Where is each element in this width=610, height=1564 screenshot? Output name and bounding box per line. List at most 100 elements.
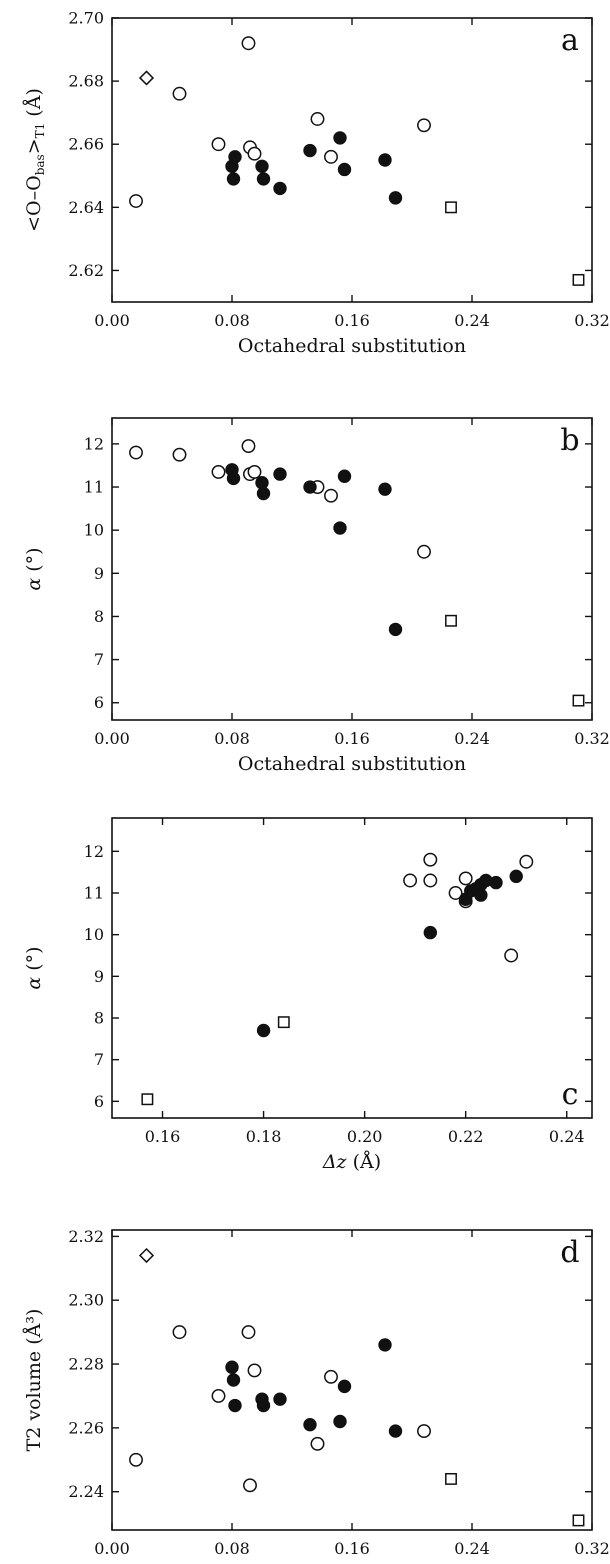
- scatter-panel-b: 0.00 0.08 0.16 0.24 0.32 6 7 8 9 10 11 12 Octahedral…: [23, 417, 610, 775]
- y-axis-label: α (°): [23, 547, 45, 590]
- plot-frame: [111, 817, 593, 1119]
- y-axis-label: <O–Obas>T1 (Å): [23, 88, 47, 232]
- x-tick-label: 0.16: [145, 1127, 181, 1146]
- panel-letter: b: [560, 423, 579, 458]
- y-axis-label: α (°): [23, 946, 45, 989]
- y-tick-label: 10: [84, 521, 104, 540]
- filled-circle-point: [378, 1338, 392, 1352]
- x-tick-label: 0.08: [214, 311, 250, 330]
- y-tick-label: 12: [84, 842, 104, 861]
- filled-circle-point: [303, 143, 317, 158]
- open-circle-point: [129, 1452, 143, 1467]
- filled-circle-point: [303, 1417, 317, 1432]
- y-tick-label: 8: [94, 607, 104, 626]
- filled-circle-point: [333, 521, 347, 535]
- open-square-point: [572, 273, 585, 286]
- open-circle-point: [423, 873, 438, 888]
- open-circle-point: [172, 86, 187, 101]
- x-tick-label: 0.22: [448, 1127, 484, 1146]
- x-tick-label: 0.16: [334, 311, 370, 330]
- filled-circle-point: [388, 1424, 403, 1438]
- open-circle-point: [324, 488, 338, 503]
- x-tick-label: 0.16: [334, 1539, 370, 1558]
- panel-letter: d: [560, 1235, 579, 1270]
- y-tick-label: 2.62: [68, 261, 104, 280]
- panel-letter: c: [562, 1077, 579, 1112]
- x-tick-label: 0.32: [574, 729, 610, 748]
- x-tick-label: 0.24: [454, 311, 490, 330]
- filled-circle-point: [256, 1023, 271, 1038]
- open-circle-point: [417, 1424, 431, 1439]
- filled-circle-point: [378, 482, 392, 496]
- open-circle-point: [241, 1325, 256, 1340]
- filled-circle-point: [378, 153, 392, 167]
- open-circle-point: [417, 118, 431, 133]
- x-tick-label: 0.08: [214, 1539, 250, 1558]
- y-tick-label: 2.64: [68, 198, 104, 217]
- open-circle-point: [211, 137, 226, 152]
- filled-circle-point: [303, 480, 317, 494]
- open-circle-point: [129, 194, 143, 208]
- open-circle-point: [172, 1325, 187, 1340]
- open-circle-point: [247, 1363, 262, 1378]
- filled-circle-point: [228, 150, 242, 164]
- open-circle-point: [448, 886, 463, 900]
- y-tick-label: 2.30: [68, 1291, 104, 1310]
- y-axis-label: T2 volume (Å³): [23, 1309, 45, 1452]
- filled-circle-point: [337, 1379, 352, 1394]
- open-square-point: [572, 1514, 585, 1527]
- x-axis-label: Octahedral substitution: [238, 753, 466, 775]
- y-tick-label: 2.66: [68, 135, 104, 154]
- filled-circle-point: [337, 162, 352, 177]
- filled-circle-point: [225, 1360, 239, 1374]
- y-tick-label: 7: [94, 1050, 104, 1069]
- filled-circle-point: [228, 1398, 242, 1413]
- x-tick-label: 0.20: [347, 1127, 383, 1146]
- open-circle-point: [310, 112, 325, 126]
- x-tick-label: 0.18: [246, 1127, 282, 1146]
- y-tick-label: 12: [84, 434, 104, 453]
- filled-circle-point: [509, 869, 523, 884]
- open-square-point: [445, 1472, 457, 1485]
- x-tick-label: 0.24: [549, 1127, 585, 1146]
- open-circle-point: [243, 1478, 257, 1493]
- y-tick-label: 6: [94, 693, 104, 712]
- filled-circle-point: [333, 131, 347, 145]
- filled-circle-point: [256, 1398, 271, 1413]
- x-tick-label: 0.16: [334, 729, 370, 748]
- y-tick-label: 10: [84, 925, 104, 944]
- open-circle-point: [241, 36, 256, 51]
- open-circle-point: [172, 447, 187, 462]
- y-tick-label: 6: [94, 1092, 104, 1111]
- filled-circle-point: [273, 467, 287, 481]
- open-diamond-point: [138, 70, 155, 86]
- y-tick-label: 2.24: [68, 1482, 104, 1501]
- open-circle-point: [324, 149, 338, 164]
- filled-circle-point: [256, 172, 271, 186]
- open-circle-point: [423, 852, 438, 867]
- filled-circle-point: [226, 172, 241, 186]
- x-tick-label: 0.24: [454, 1539, 490, 1558]
- open-square-point: [277, 1016, 290, 1029]
- open-circle-point: [211, 1389, 226, 1403]
- open-circle-point: [211, 464, 226, 479]
- x-tick-label: 0.00: [94, 1539, 130, 1558]
- y-tick-label: 2.70: [68, 9, 104, 28]
- filled-circle-point: [226, 1373, 241, 1387]
- x-axis-label: Δz (Å): [322, 1151, 381, 1173]
- open-circle-point: [417, 544, 431, 559]
- filled-circle-point: [388, 191, 403, 205]
- open-circle-point: [310, 1436, 325, 1451]
- x-tick-label: 0.32: [574, 311, 610, 330]
- filled-circle-point: [273, 1392, 287, 1406]
- open-diamond-point: [138, 1247, 155, 1264]
- y-tick-label: 9: [94, 967, 104, 986]
- x-tick-label: 0.00: [94, 729, 130, 748]
- y-tick-label: 8: [94, 1009, 104, 1028]
- y-tick-label: 9: [94, 564, 104, 583]
- y-tick-label: 2.26: [68, 1418, 104, 1437]
- open-square-point: [445, 201, 457, 214]
- filled-circle-point: [333, 1414, 347, 1429]
- open-square-point: [572, 694, 585, 707]
